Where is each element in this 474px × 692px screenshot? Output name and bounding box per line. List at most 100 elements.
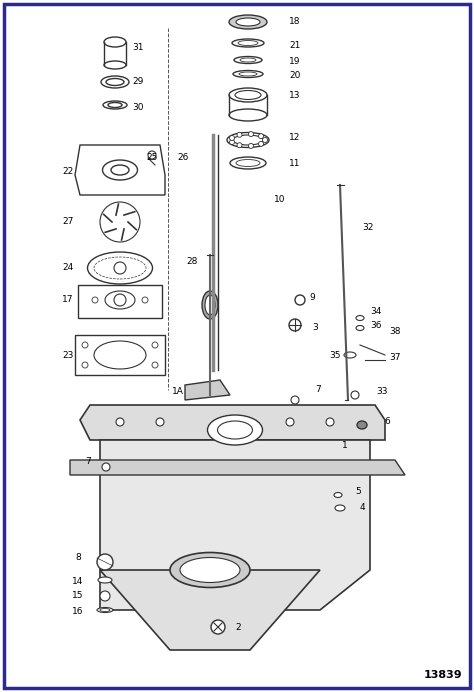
- Circle shape: [100, 591, 110, 601]
- Polygon shape: [75, 335, 165, 375]
- Ellipse shape: [202, 291, 218, 319]
- Ellipse shape: [234, 57, 262, 64]
- Text: 11: 11: [289, 158, 301, 167]
- Ellipse shape: [103, 101, 127, 109]
- Ellipse shape: [334, 493, 342, 498]
- Ellipse shape: [105, 291, 135, 309]
- Circle shape: [114, 262, 126, 274]
- Text: 35: 35: [329, 352, 341, 361]
- Circle shape: [148, 151, 156, 159]
- Text: 26: 26: [177, 152, 189, 161]
- Text: 18: 18: [289, 17, 301, 26]
- Polygon shape: [70, 460, 405, 475]
- Text: 13839: 13839: [423, 670, 462, 680]
- Text: 6: 6: [384, 417, 390, 426]
- Circle shape: [258, 141, 264, 146]
- Text: 13: 13: [289, 91, 301, 100]
- Ellipse shape: [236, 159, 260, 167]
- Text: 21: 21: [289, 41, 301, 50]
- Circle shape: [102, 463, 110, 471]
- Polygon shape: [185, 380, 230, 400]
- Text: 7: 7: [85, 457, 91, 466]
- Ellipse shape: [94, 341, 146, 369]
- Ellipse shape: [106, 78, 124, 86]
- Circle shape: [295, 295, 305, 305]
- Circle shape: [248, 143, 254, 148]
- Ellipse shape: [235, 91, 261, 100]
- Text: 22: 22: [63, 167, 73, 176]
- Polygon shape: [80, 405, 385, 440]
- Ellipse shape: [111, 165, 129, 175]
- Ellipse shape: [100, 608, 110, 612]
- Text: 25: 25: [146, 152, 158, 161]
- Polygon shape: [100, 440, 370, 610]
- Text: 8: 8: [75, 554, 81, 563]
- Circle shape: [237, 132, 242, 137]
- Text: 30: 30: [132, 102, 144, 111]
- Text: 34: 34: [370, 307, 382, 316]
- Text: 31: 31: [132, 44, 144, 53]
- Ellipse shape: [230, 157, 266, 169]
- Text: 24: 24: [63, 264, 73, 273]
- Text: 16: 16: [72, 608, 84, 617]
- Ellipse shape: [218, 421, 253, 439]
- Circle shape: [263, 138, 267, 143]
- Text: 23: 23: [62, 351, 73, 360]
- Text: 36: 36: [370, 322, 382, 331]
- Ellipse shape: [101, 76, 129, 88]
- Text: 9: 9: [309, 293, 315, 302]
- Ellipse shape: [104, 61, 126, 69]
- Ellipse shape: [233, 135, 263, 145]
- Text: 10: 10: [274, 196, 286, 205]
- Circle shape: [100, 202, 140, 242]
- Text: 20: 20: [289, 71, 301, 80]
- Circle shape: [116, 418, 124, 426]
- Circle shape: [92, 297, 98, 303]
- Circle shape: [211, 620, 225, 634]
- Text: 5: 5: [355, 487, 361, 496]
- Text: 4: 4: [359, 504, 365, 513]
- Ellipse shape: [88, 252, 153, 284]
- Circle shape: [152, 362, 158, 368]
- Circle shape: [142, 297, 148, 303]
- Circle shape: [237, 143, 242, 147]
- Text: 37: 37: [389, 354, 401, 363]
- Ellipse shape: [229, 88, 267, 102]
- Circle shape: [114, 294, 126, 306]
- Circle shape: [326, 418, 334, 426]
- Text: 12: 12: [289, 134, 301, 143]
- Circle shape: [289, 319, 301, 331]
- Text: 19: 19: [289, 57, 301, 66]
- Text: 32: 32: [362, 224, 374, 233]
- Ellipse shape: [97, 608, 113, 612]
- Ellipse shape: [335, 505, 345, 511]
- Ellipse shape: [356, 316, 364, 320]
- Text: 33: 33: [376, 388, 388, 397]
- Ellipse shape: [233, 71, 263, 78]
- Ellipse shape: [240, 58, 256, 62]
- Text: 1A: 1A: [172, 388, 184, 397]
- Polygon shape: [78, 285, 162, 318]
- Ellipse shape: [357, 421, 367, 429]
- Text: 1: 1: [342, 441, 348, 450]
- Ellipse shape: [239, 72, 257, 76]
- Text: 29: 29: [132, 78, 144, 86]
- Polygon shape: [100, 570, 320, 650]
- Ellipse shape: [344, 352, 356, 358]
- Ellipse shape: [180, 558, 240, 583]
- Circle shape: [112, 214, 128, 230]
- Ellipse shape: [356, 325, 364, 331]
- Ellipse shape: [229, 15, 267, 29]
- Ellipse shape: [232, 39, 264, 47]
- Text: 14: 14: [73, 578, 84, 587]
- Ellipse shape: [205, 295, 215, 315]
- Circle shape: [229, 136, 235, 140]
- Text: 27: 27: [62, 217, 73, 226]
- Text: 2: 2: [235, 623, 241, 632]
- Circle shape: [82, 342, 88, 348]
- Ellipse shape: [238, 41, 258, 46]
- Circle shape: [258, 134, 264, 138]
- Ellipse shape: [227, 132, 269, 147]
- Circle shape: [156, 418, 164, 426]
- Text: 17: 17: [62, 295, 74, 304]
